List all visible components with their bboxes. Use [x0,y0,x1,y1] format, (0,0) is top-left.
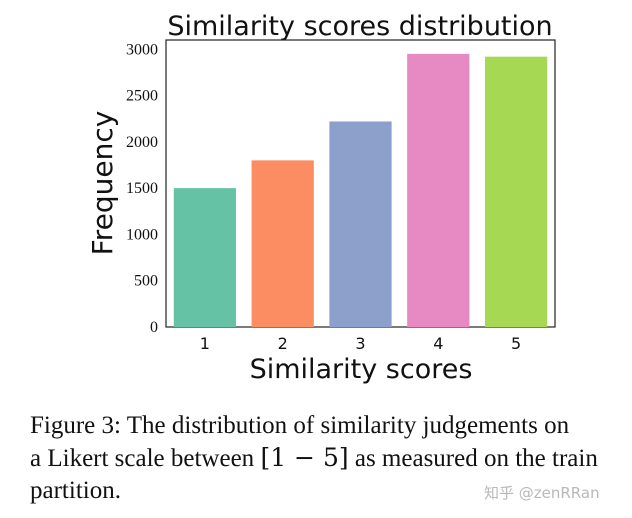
y-tick-label: 2500 [126,88,158,105]
y-tick-label: 1500 [126,180,158,197]
chart-title: Similarity scores distribution [167,11,552,42]
y-tick-label: 3000 [126,41,158,58]
bar-score-3 [329,121,392,327]
y-axis-label: Frequency [86,111,119,256]
y-axis-ticks: 0 500 1000 1500 2000 2500 3000 [126,41,158,336]
y-tick-label: 2000 [126,134,158,151]
y-tick-label: 0 [150,319,158,336]
x-axis-label: Similarity scores [250,354,473,385]
caption-line-2-start: a Likert scale between [30,445,261,472]
bar-score-5 [484,56,548,327]
x-axis-ticks: 1 2 3 4 5 [200,334,521,353]
y-tick-label: 1000 [126,226,158,243]
y-tick-label: 500 [134,273,158,290]
bar-score-4 [407,53,470,328]
x-tick-label: 3 [355,334,365,353]
bars-group [173,53,548,328]
bar-chart: Similarity scores distribution 0 500 1000 1… [86,11,556,385]
bar-score-1 [173,188,237,327]
caption-line-2-end: as measured on the train [348,445,598,472]
x-tick-label: 4 [433,334,443,353]
caption-math-range: [1 − 5] [260,443,349,472]
bar-score-2 [251,160,314,327]
watermark-text: 知乎 @zenRRan [484,484,600,502]
x-tick-label: 5 [511,334,521,353]
caption-line-2: a Likert scale between [1 − 5] as measur… [30,442,630,475]
x-tick-label: 1 [200,334,210,353]
figure-caption: Figure 3: The distribution of similarity… [30,410,630,507]
caption-line-1: Figure 3: The distribution of similarity… [30,412,570,439]
caption-line-3: partition. [30,477,121,504]
x-tick-label: 2 [278,334,288,353]
